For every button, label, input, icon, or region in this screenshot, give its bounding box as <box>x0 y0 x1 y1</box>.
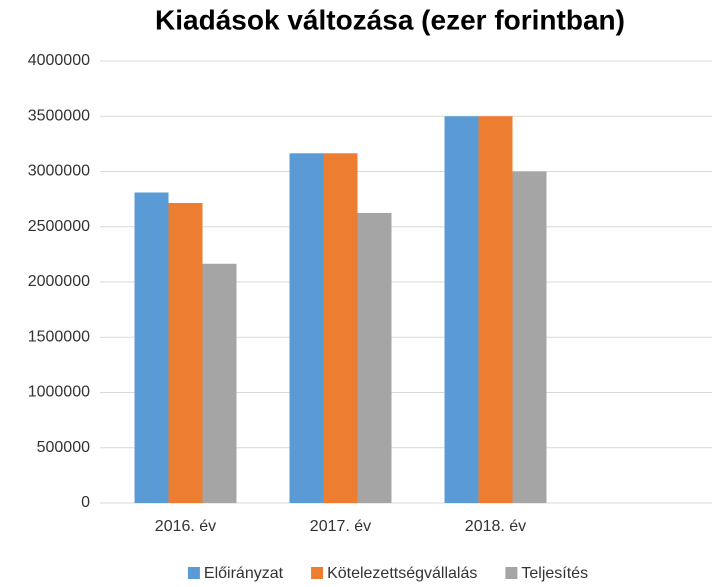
bar <box>289 153 324 503</box>
bar <box>512 171 547 503</box>
legend-label: Előirányzat <box>204 565 284 582</box>
bar <box>478 116 513 503</box>
y-tick-label: 500000 <box>37 439 90 456</box>
y-tick-label: 3000000 <box>28 163 90 180</box>
y-tick-label: 1500000 <box>28 328 90 345</box>
legend-swatch <box>311 567 324 579</box>
bar <box>134 192 169 503</box>
y-tick-label: 0 <box>81 494 90 511</box>
bar <box>323 153 358 503</box>
y-tick-label: 2000000 <box>28 273 90 290</box>
y-tick-label: 2500000 <box>28 218 90 235</box>
x-tick-label: 2016. év <box>155 518 216 535</box>
bar <box>202 263 237 503</box>
bar <box>444 116 479 503</box>
bar <box>357 212 392 503</box>
legend-swatch <box>187 567 200 579</box>
chart-title: Kiadások változása (ezer forintban) <box>155 4 625 35</box>
y-tick-label: 4000000 <box>28 52 90 69</box>
x-tick-label: 2017. év <box>310 518 371 535</box>
legend-label: Teljesítés <box>521 565 588 582</box>
legend-label: Kötelezettségvállalás <box>327 565 477 582</box>
x-tick-label: 2018. év <box>465 518 526 535</box>
legend-swatch <box>505 567 518 579</box>
y-tick-label: 3500000 <box>28 107 90 124</box>
bar <box>168 202 203 503</box>
y-tick-label: 1000000 <box>28 384 90 401</box>
